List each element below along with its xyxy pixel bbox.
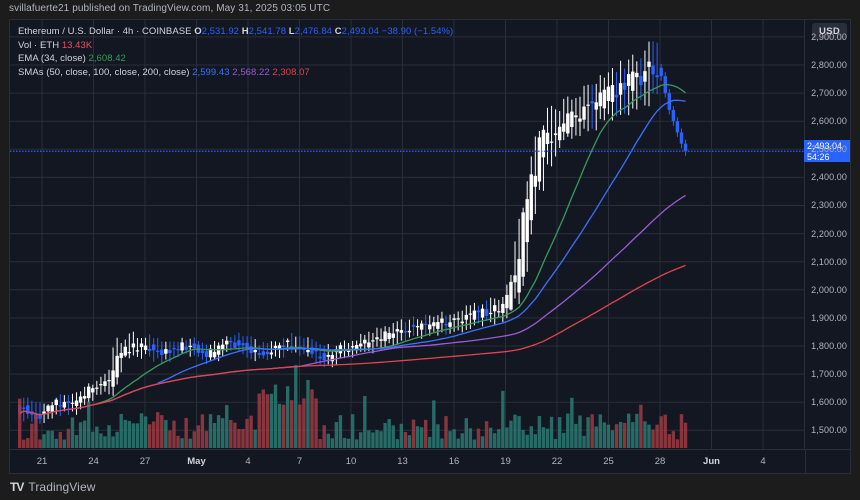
price-tick-label: 1,800.00 (811, 341, 847, 351)
time-tick-label: 7 (296, 456, 303, 467)
price-tick-label: 2,700.00 (811, 88, 847, 99)
price-plot-area[interactable] (10, 20, 805, 450)
tradingview-mark: TV (10, 480, 24, 494)
axis-separator (805, 450, 806, 473)
price-tick-label: 2,300.00 (811, 200, 847, 211)
time-tick-label: Jun (703, 456, 720, 467)
sma200-line (19, 264, 686, 416)
time-tick-label: 24 (88, 456, 99, 467)
price-plot-svg (10, 20, 805, 450)
time-tick-label: 4 (760, 456, 766, 467)
volume-bars (18, 365, 688, 448)
bar-countdown: 54:26 (807, 151, 830, 162)
price-tick-label: 2,400.00 (811, 172, 847, 183)
time-tick-label: 13 (397, 456, 408, 467)
price-tick-label: 1,500.00 (811, 425, 847, 436)
time-axis[interactable]: 21 24 27 May 4 7 10 13 16 19 22 25 28 Jun 4 (10, 449, 850, 473)
time-tick-label: 25 (603, 456, 614, 467)
time-tick-label: 10 (345, 456, 357, 467)
candlesticks (18, 41, 688, 432)
sma100-line (19, 194, 686, 416)
publish-info-bar: svillafuerte21 published on TradingView.… (0, 0, 860, 18)
price-tick-label: 2,900.00 (811, 31, 847, 42)
time-tick-label: 22 (551, 456, 563, 467)
current-price-badge: 2,493.04 54:26 (804, 140, 850, 163)
time-tick-label: 16 (448, 456, 460, 467)
chart-frame: ⚡ Ethereum / U.S. Dollar · 4h · COINBASE… (9, 19, 851, 474)
price-axis[interactable]: USD 2,493.04 54:26 2,900.00 2,800.00 2,700… (804, 20, 850, 450)
tradingview-logo: TV TradingView (10, 480, 95, 494)
price-tick-label: 2,100.00 (811, 256, 847, 267)
time-tick-label: 19 (500, 456, 511, 467)
price-tick-label: 2,500.00 (811, 144, 847, 155)
price-tick-label: 1,600.00 (811, 397, 847, 408)
tradingview-wordmark: TradingView (28, 480, 96, 494)
price-tick-label: 1,900.00 (811, 312, 847, 323)
sma50-line (157, 99, 686, 384)
time-tick-label: 21 (36, 456, 48, 467)
ema34-line (92, 83, 686, 406)
time-tick-label: 27 (139, 456, 151, 467)
currency-badge[interactable]: USD (812, 23, 847, 40)
price-tick-label: 2,000.00 (811, 284, 847, 295)
price-tick-label: 1,700.00 (811, 369, 847, 380)
time-tick-label: 4 (245, 456, 251, 467)
time-tick-label: 28 (654, 456, 666, 467)
price-tick-label: 2,600.00 (811, 116, 847, 127)
current-price-value: 2,493.04 (807, 141, 843, 152)
price-tick-label: 2,200.00 (811, 228, 847, 239)
price-tick-label: 2,800.00 (811, 59, 847, 70)
time-tick-label: May (187, 456, 206, 467)
